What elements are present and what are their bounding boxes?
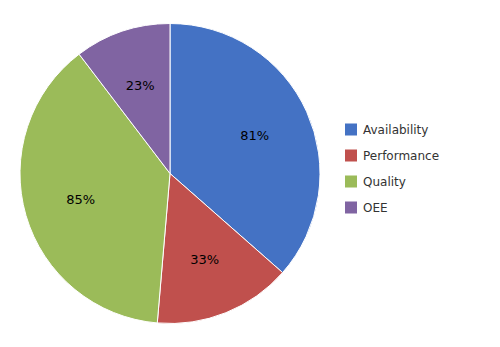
pie-slice	[157, 174, 282, 324]
data-label: 33%	[190, 252, 219, 267]
legend-label: Performance	[363, 149, 439, 163]
legend-swatch	[345, 202, 357, 214]
pie-slice	[79, 24, 170, 174]
legend-item: Performance	[345, 149, 439, 163]
legend-label: Quality	[363, 175, 406, 189]
pie	[20, 24, 320, 324]
legend-item: OEE	[345, 201, 388, 215]
legend-item: Availability	[345, 123, 428, 137]
legend-swatch	[345, 124, 357, 136]
data-label: 23%	[126, 78, 155, 93]
data-label: 85%	[66, 192, 95, 207]
legend-item: Quality	[345, 175, 406, 189]
legend-swatch	[345, 176, 357, 188]
data-labels: 81% 33% 85% 23%	[66, 78, 269, 267]
chart: 81% 33% 85% 23% Availability Performance Quali…	[0, 0, 500, 347]
legend-label: OEE	[363, 201, 388, 215]
data-label: 81%	[240, 128, 269, 143]
legend: Availability Performance Quality OEE	[345, 123, 439, 215]
legend-swatch	[345, 150, 357, 162]
legend-label: Availability	[363, 123, 428, 137]
